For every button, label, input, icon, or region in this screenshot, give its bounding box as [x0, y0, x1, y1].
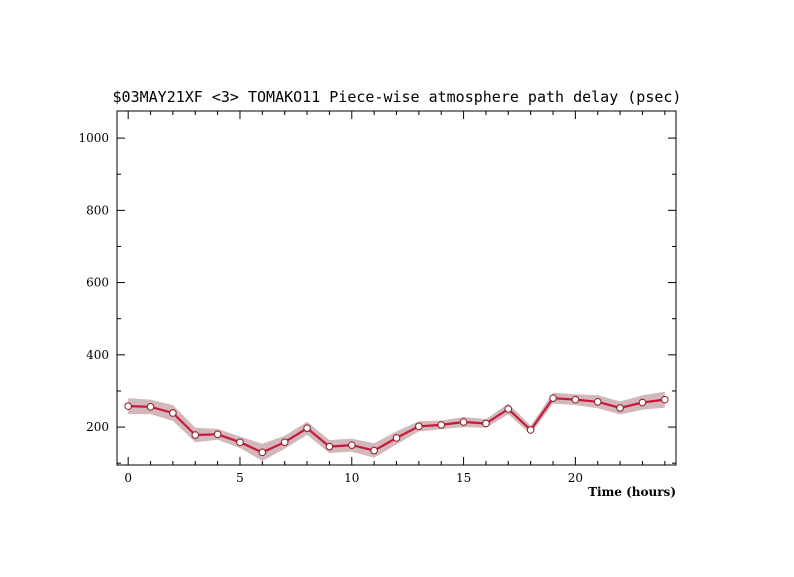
data-point [236, 438, 244, 447]
x-tick-label: 5 [236, 471, 244, 485]
data-point [124, 402, 132, 410]
data-point [482, 419, 490, 428]
data-point [437, 421, 446, 429]
y-tick-label: 800 [86, 203, 109, 217]
y-tick-labels: 200 400 600 800 1000 [78, 131, 109, 434]
data-point [146, 403, 155, 411]
data-point [258, 448, 267, 457]
data-point [593, 397, 602, 406]
data-point [191, 431, 200, 439]
data-point [347, 441, 356, 449]
data-point [571, 395, 580, 404]
error-band-layer [128, 391, 665, 461]
data-point [169, 409, 177, 417]
data-point [504, 405, 513, 413]
x-tick-label: 20 [568, 471, 583, 485]
data-point [459, 418, 468, 426]
data-point [415, 422, 423, 431]
x-tick-label: 15 [456, 471, 471, 485]
data-point [526, 426, 535, 434]
chart-title: $03MAY21XF <3> TOMAKO11 Piece-wise atmos… [113, 88, 682, 106]
data-point [303, 424, 311, 432]
data-point [280, 438, 289, 447]
data-point [392, 434, 401, 442]
error-band [128, 391, 665, 461]
data-point-layer [124, 394, 669, 457]
data-point [661, 395, 669, 404]
plot-frame [116, 110, 677, 466]
x-tick-labels: 0 5 10 15 20 [124, 471, 583, 485]
y-tick-label: 200 [86, 420, 109, 434]
y-tick-label: 600 [86, 276, 109, 290]
data-point [638, 398, 647, 407]
x-tick-label: 10 [344, 471, 359, 485]
data-point [213, 430, 222, 439]
x-axis-title: Time (hours) [588, 485, 676, 499]
y-tick-label: 1000 [78, 131, 109, 145]
data-point [616, 404, 624, 412]
x-tick-label: 0 [124, 471, 132, 485]
y-tick-label: 400 [86, 348, 109, 362]
data-point [325, 442, 334, 451]
data-point [370, 446, 378, 455]
data-point [549, 394, 557, 402]
axis-ticks [117, 111, 676, 465]
